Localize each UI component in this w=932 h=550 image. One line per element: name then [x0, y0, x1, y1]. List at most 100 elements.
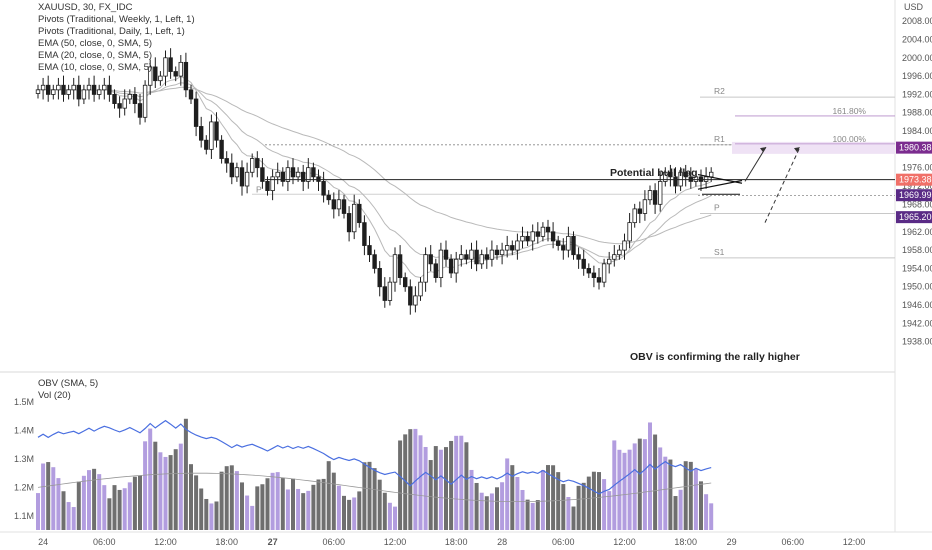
- time-tick-label: 24: [38, 537, 48, 547]
- time-tick-label: 06:00: [552, 537, 575, 547]
- candle-body: [173, 71, 178, 77]
- volume-bar: [92, 468, 97, 530]
- volume-bar: [653, 434, 658, 530]
- candle-body: [295, 171, 301, 178]
- volume-bar: [678, 489, 683, 530]
- candle-body: [413, 295, 418, 306]
- candle-body: [46, 84, 51, 95]
- volume-bar: [36, 493, 40, 530]
- candle-body: [102, 84, 107, 91]
- candle-body: [137, 103, 143, 118]
- candle-body: [397, 254, 403, 278]
- time-tick-label: 12:00: [843, 537, 866, 547]
- obv-legend-label: OBV (SMA, 5): [38, 378, 98, 389]
- volume-bar: [387, 502, 392, 530]
- candle-body: [622, 240, 627, 251]
- volume-bar: [326, 461, 331, 530]
- volume-bar: [204, 498, 209, 530]
- candle-body: [530, 231, 535, 242]
- candle-body: [571, 235, 576, 256]
- volume-bar: [495, 487, 499, 530]
- candle-body: [658, 181, 663, 205]
- candle-body: [494, 249, 500, 256]
- volume-bar: [423, 446, 428, 530]
- candle-body: [306, 167, 311, 182]
- volume-bar: [438, 449, 443, 530]
- volume-bar: [377, 479, 382, 530]
- candle-body: [280, 171, 285, 182]
- candle-body: [540, 226, 546, 237]
- candle-body: [448, 258, 454, 274]
- volume-bar: [265, 478, 270, 530]
- price-tag-label: 1973.38: [899, 175, 932, 185]
- candle-body: [402, 277, 408, 288]
- candle-body: [550, 231, 556, 242]
- volume-bar: [178, 443, 183, 530]
- candle-body: [122, 98, 127, 109]
- candle-body: [107, 84, 112, 95]
- price-tick-label: 1950.00: [902, 282, 932, 292]
- candle-body: [387, 281, 393, 301]
- candle-body: [520, 235, 525, 242]
- flag-lower-line: [697, 179, 743, 190]
- candle-body: [290, 167, 296, 178]
- volume-bar: [357, 491, 362, 530]
- pivot-label-r1: R1: [714, 134, 725, 144]
- candle-body: [61, 84, 66, 95]
- candle-body: [642, 199, 648, 214]
- volume-bar: [530, 502, 535, 530]
- candle-body: [561, 245, 566, 251]
- fib-label: 161.80%: [832, 106, 866, 116]
- volume-bar: [158, 452, 163, 530]
- volume-bar: [617, 449, 622, 530]
- volume-bar: [683, 461, 688, 530]
- volume-bar: [270, 472, 275, 530]
- candle-body: [336, 199, 342, 210]
- candle-body: [489, 249, 495, 260]
- volume-bar: [520, 489, 525, 530]
- volume-bar: [219, 471, 224, 530]
- candle-body: [428, 254, 433, 265]
- candle-body: [668, 171, 673, 178]
- candle-body: [377, 268, 382, 288]
- volume-bar: [316, 479, 321, 530]
- indicator-label: Pivots (Traditional, Daily, 1, Left, 1): [38, 26, 185, 37]
- fib-label: 100.00%: [832, 134, 866, 144]
- time-tick-label: 27: [268, 537, 278, 547]
- volume-bar: [199, 488, 204, 530]
- annotation-obv: OBV is confirming the rally higher: [630, 351, 800, 363]
- volume-bar: [454, 435, 459, 530]
- candle-body: [367, 245, 372, 256]
- volume-bar: [132, 476, 137, 530]
- volume-bar: [637, 438, 642, 530]
- volume-bar: [556, 472, 561, 530]
- volume-bar: [250, 505, 255, 530]
- time-tick-label: 18:00: [215, 537, 238, 547]
- volume-bar: [704, 494, 709, 530]
- volume-bar: [102, 485, 107, 530]
- daily-pivot-label: P: [256, 184, 262, 194]
- volume-bar: [540, 470, 545, 530]
- price-tag-label: 1965.20: [899, 212, 932, 222]
- price-tick-label: 1946.00: [902, 300, 932, 310]
- volume-bar: [336, 485, 341, 530]
- candle-body: [438, 249, 444, 278]
- volume-bar: [352, 497, 357, 530]
- candle-body: [504, 245, 510, 251]
- price-tick-label: 2008.00: [902, 16, 932, 26]
- candle-body: [51, 89, 56, 95]
- volume-bar: [479, 492, 484, 530]
- price-tag-box: [896, 189, 932, 202]
- volume-bar: [61, 491, 66, 530]
- candle-body: [423, 254, 428, 283]
- candle-body: [351, 203, 357, 233]
- candle-body: [224, 158, 229, 164]
- volume-bar: [214, 501, 219, 530]
- volume-bar: [81, 475, 86, 530]
- volume-bar: [510, 465, 515, 530]
- volume-bar: [301, 493, 306, 530]
- candle-body: [97, 89, 102, 95]
- symbol-title: XAUUSD, 30, FX_IDC: [38, 2, 133, 13]
- volume-bar: [245, 495, 250, 530]
